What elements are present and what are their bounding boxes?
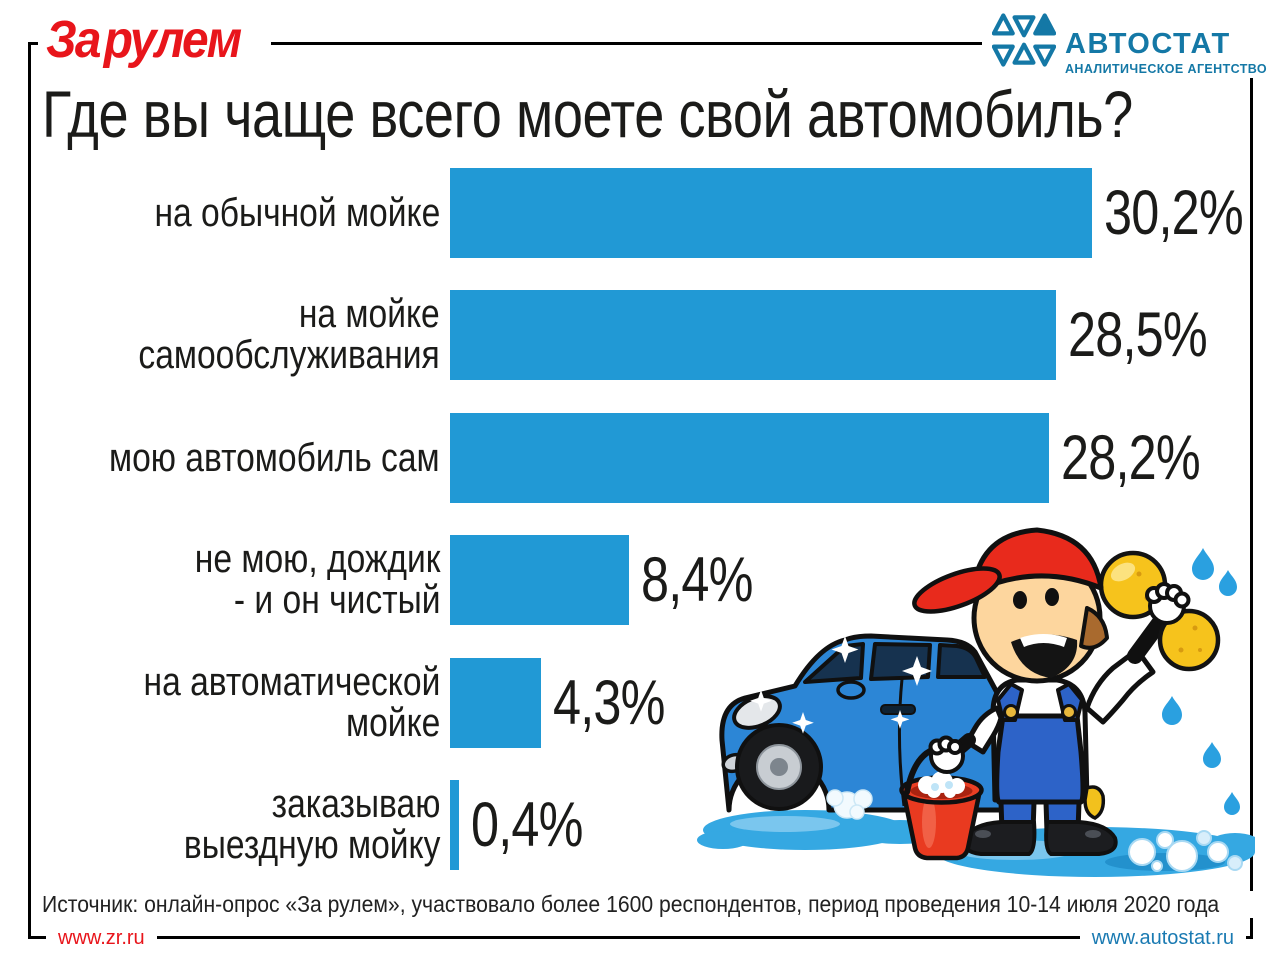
bucket-graphic	[899, 745, 984, 861]
bucket-glove	[928, 735, 965, 774]
page-border-frame	[28, 42, 1253, 939]
chart-title: Где вы чаще всего моете свой автомобиль?	[42, 77, 1133, 151]
bar	[450, 168, 1092, 258]
bar-value-label: 30,2%	[1104, 178, 1244, 248]
bar-category-label: заказываю выездную мойку	[183, 782, 440, 867]
bar	[450, 658, 541, 748]
zr-logo-text: За рулем	[46, 11, 242, 69]
autostat-logo: АВТОСТАТ АНАЛИТИЧЕСКОЕ АГЕНТСТВО	[982, 4, 1278, 78]
bar	[450, 413, 1049, 503]
bar-value-label: 8,4%	[641, 545, 753, 615]
bar-value-label: 28,2%	[1061, 423, 1201, 493]
source-note: Источник: онлайн-опрос «За рулем», участ…	[42, 891, 1280, 918]
chart-row: не мою, дождик - и он чистый 8,4%	[0, 535, 1280, 625]
bar-value-label: 4,3%	[553, 668, 665, 738]
sponge-glove	[1145, 582, 1191, 625]
bar-value-label: 0,4%	[471, 790, 583, 860]
footer-link-autostat[interactable]: www.autostat.ru	[1079, 925, 1246, 952]
sparkle-icons	[750, 636, 932, 734]
chart-row: заказываю выездную мойку 0,4%	[0, 780, 1280, 870]
bar	[450, 290, 1056, 380]
bar-category-label: не мою, дождик - и он чистый	[194, 537, 440, 622]
chart-row: на автоматической мойке 4,3%	[0, 658, 1280, 748]
bar-category-label: мою автомобиль сам	[109, 435, 440, 480]
mascot-head	[912, 527, 1109, 684]
bar	[450, 780, 459, 870]
chart-row: на мойке самообслуживания 28,5%	[0, 290, 1280, 380]
chart-row: мою автомобиль сам 28,2%	[0, 413, 1280, 503]
bar-category-label: на автоматической мойке	[143, 660, 440, 745]
chart-row: на обычной мойке 30,2%	[0, 168, 1280, 258]
soap-foam	[826, 789, 873, 820]
autostat-logo-subtitle: АНАЛИТИЧЕСКОЕ АГЕНТСТВО	[1065, 62, 1268, 76]
mascot-graphic	[899, 527, 1221, 861]
bar-value-label: 28,5%	[1068, 300, 1208, 370]
zr-logo: За рулем	[38, 8, 272, 78]
soap-bubble-icons	[1128, 830, 1243, 872]
autostat-logo-text: АВТОСТАТ	[1065, 28, 1231, 60]
bar	[450, 535, 629, 625]
autostat-hexagon-icon	[992, 13, 1056, 67]
bar-category-label: на мойке самообслуживания	[138, 292, 440, 377]
water-drop-icons	[1162, 548, 1240, 815]
car-wash-illustration	[697, 527, 1255, 877]
footer-link-zr[interactable]: www.zr.ru	[46, 925, 157, 952]
bar-category-label: на обычной мойке	[154, 190, 440, 235]
